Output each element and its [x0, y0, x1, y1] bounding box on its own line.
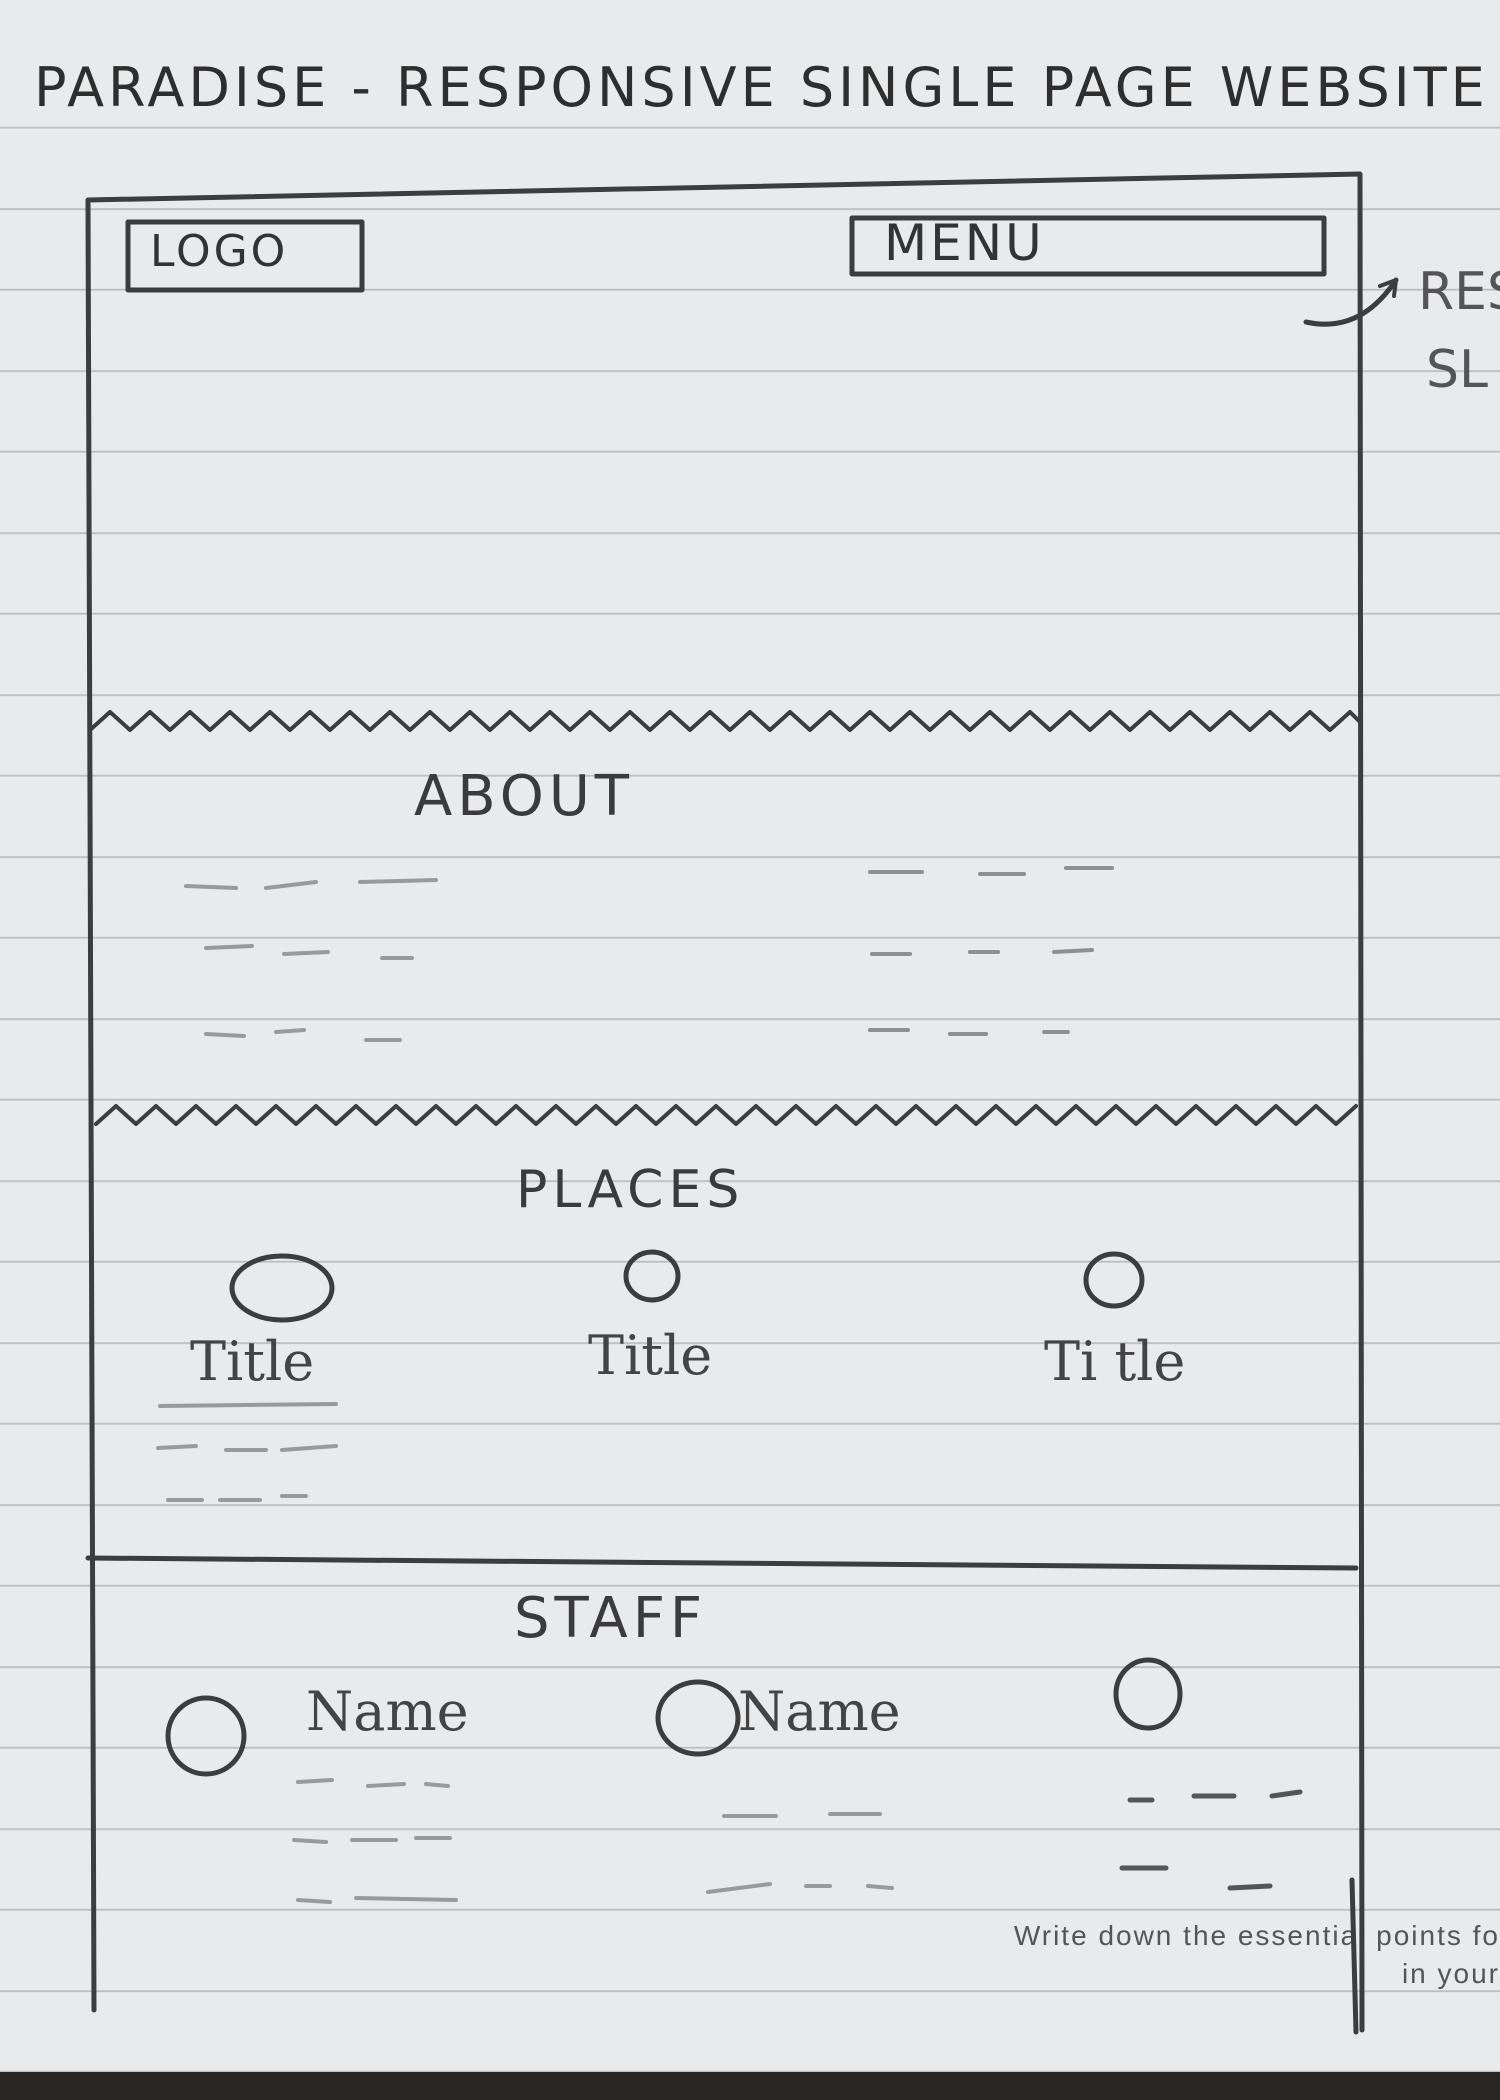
frame-right-lower [1349, 1877, 1359, 2035]
staff-heading: STAFF [514, 1586, 708, 1651]
margin-arrow [1303, 277, 1399, 327]
logo-box [125, 219, 365, 293]
footer-note-line1: Write down the essential points fo [1013, 1920, 1500, 1951]
about-heading: ABOUT [414, 764, 635, 829]
table-surface [0, 2072, 1500, 2100]
sheet-title: PARADISE - RESPONSIVE SINGLE PAGE WEBSIT… [34, 56, 1489, 119]
staff-avatar-icon [165, 1695, 247, 1777]
place-description-lines [156, 1402, 338, 1502]
place-title: Title [190, 1330, 315, 1393]
places-staff-divider [85, 1555, 1359, 1571]
about-text-left [184, 878, 438, 1042]
place-image-icon [1083, 1251, 1145, 1309]
outer-frame [85, 171, 1365, 2033]
staff-name: Name [738, 1680, 901, 1743]
place-image-icon [623, 1249, 681, 1303]
margin-note-line1: RES [1418, 262, 1500, 322]
footer-note-line2: in your [1401, 1958, 1500, 1989]
place-title: Ti tle [1044, 1330, 1186, 1393]
menu-label: MENU [884, 214, 1045, 272]
about-text-right [868, 866, 1114, 1036]
staff-name: Name [306, 1680, 469, 1743]
place-image-icon [229, 1253, 335, 1323]
menu-box [849, 215, 1327, 277]
staff-avatar-icon [1113, 1657, 1183, 1731]
margin-note-line2: SL [1426, 340, 1488, 400]
about-places-divider [94, 1104, 1358, 1126]
places-heading: PLACES [516, 1160, 745, 1220]
place-title: Title [588, 1324, 713, 1387]
staff-description-lines [292, 1778, 894, 1904]
logo-label: LOGO [150, 226, 289, 277]
staff-description-lines-right [1119, 1789, 1303, 1891]
staff-avatar-icon [655, 1679, 741, 1757]
hero-about-divider [88, 710, 1362, 732]
